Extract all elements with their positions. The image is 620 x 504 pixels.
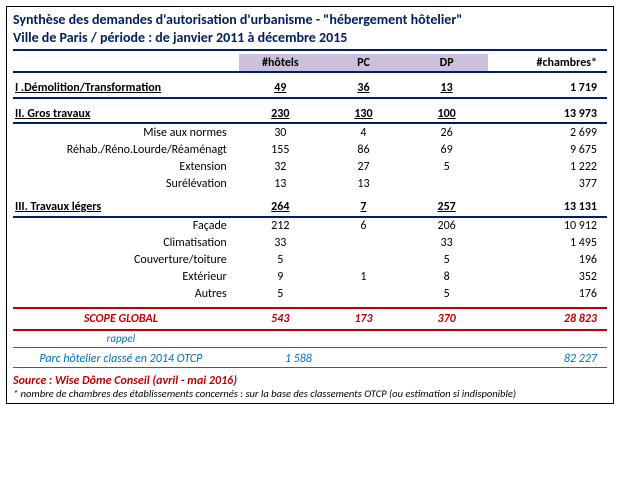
rappel-label: Parc hôtelier classé en 2014 OTCP: [13, 347, 239, 368]
rappel-heading-row: rappel: [13, 330, 607, 348]
section-3-row-chambres: 196: [488, 252, 607, 269]
section-2-row-dp: 26: [405, 123, 488, 141]
section-3-row-chambres: 10 912: [488, 217, 607, 235]
section-3-row-dp: 8: [405, 269, 488, 286]
section-1-dp: 13: [405, 72, 488, 98]
table-row: Surélévation1313377: [13, 175, 607, 192]
header-empty: [13, 54, 239, 72]
footnote: Source : Wise Dôme Conseil (avril - mai …: [13, 374, 607, 401]
section-3-row-chambres: 1 495: [488, 235, 607, 252]
table-row: Extérieur918352: [13, 269, 607, 286]
section-1-hotels: 49: [239, 72, 322, 98]
section-3-row-pc: [322, 235, 405, 252]
section-3-row-dp: 5: [405, 252, 488, 269]
section-3-row-chambres: 176: [488, 286, 607, 303]
section-2-pc: 130: [322, 98, 405, 124]
data-table: #hôtels PC DP #chambres* I .Démolition/T…: [13, 54, 607, 368]
section-3-row-label: Autres: [13, 286, 239, 303]
section-3-label: III. Travaux légers: [13, 192, 239, 217]
footnote-note: * nombre de chambres des établissements …: [13, 387, 516, 400]
rappel-row: Parc hôtelier classé en 2014 OTCP 1 588 …: [13, 347, 607, 368]
rappel-hotels: 1 588: [239, 347, 322, 368]
scope-global-row: SCOPE GLOBAL 543 173 370 28 823: [13, 308, 607, 330]
table-row: Couverture/toiture55196: [13, 252, 607, 269]
section-2-chambres: 13 973: [488, 98, 607, 124]
title-line-1: Synthèse des demandes d'autorisation d'u…: [13, 11, 462, 28]
footnote-source: Source : Wise Dôme Conseil (avril - mai …: [13, 374, 237, 388]
section-2-row-dp: 69: [405, 141, 488, 158]
page-title: Synthèse des demandes d'autorisation d'u…: [13, 11, 607, 51]
section-2: II. Gros travaux 230 130 100 13 973: [13, 98, 607, 124]
section-2-row-label: Surélévation: [13, 175, 239, 192]
section-1-pc: 36: [322, 72, 405, 98]
header-pc: PC: [322, 54, 405, 72]
section-2-label: II. Gros travaux: [13, 98, 239, 124]
section-2-row-chambres: 1 222: [488, 158, 607, 175]
section-2-row-hotels: 32: [239, 158, 322, 175]
table-row: Façade212620610 912: [13, 217, 607, 235]
section-3-row-dp: 5: [405, 286, 488, 303]
section-2-row-pc: 13: [322, 175, 405, 192]
header-hotels: #hôtels: [239, 54, 322, 72]
rappel-heading: rappel: [13, 330, 239, 348]
section-3-row-label: Climatisation: [13, 235, 239, 252]
section-2-row-hotels: 13: [239, 175, 322, 192]
section-3-row-hotels: 5: [239, 286, 322, 303]
section-2-row-pc: 4: [322, 123, 405, 141]
section-2-dp: 100: [405, 98, 488, 124]
section-2-row-label: Mise aux normes: [13, 123, 239, 141]
table-row: Climatisation33331 495: [13, 235, 607, 252]
section-2-row-label: Réhab./Réno.Lourde/Réaménagt: [13, 141, 239, 158]
rappel-chambres: 82 227: [488, 347, 607, 368]
scope-label: SCOPE GLOBAL: [13, 308, 239, 330]
section-3-row-hotels: 5: [239, 252, 322, 269]
table-row: Mise aux normes304262 699: [13, 123, 607, 141]
section-1-chambres: 1 719: [488, 72, 607, 98]
section-3-pc: 7: [322, 192, 405, 217]
section-3-row-dp: 33: [405, 235, 488, 252]
section-2-row-chambres: 377: [488, 175, 607, 192]
title-line-2: Ville de Paris / période : de janvier 20…: [13, 29, 347, 46]
section-3-row-hotels: 212: [239, 217, 322, 235]
scope-pc: 173: [322, 308, 405, 330]
section-3-row-dp: 206: [405, 217, 488, 235]
section-1-label: I .Démolition/Transformation: [13, 72, 239, 98]
section-3-row-pc: 6: [322, 217, 405, 235]
table-row: Extension322751 222: [13, 158, 607, 175]
section-3-row-label: Extérieur: [13, 269, 239, 286]
section-2-row-dp: [405, 175, 488, 192]
section-2-hotels: 230: [239, 98, 322, 124]
section-2-row-hotels: 155: [239, 141, 322, 158]
table-row: Réhab./Réno.Lourde/Réaménagt15586699 675: [13, 141, 607, 158]
scope-chambres: 28 823: [488, 308, 607, 330]
section-3-row-pc: [322, 252, 405, 269]
table-container: Synthèse des demandes d'autorisation d'u…: [6, 6, 614, 404]
section-3-row-hotels: 9: [239, 269, 322, 286]
section-3-hotels: 264: [239, 192, 322, 217]
section-2-row-chambres: 9 675: [488, 141, 607, 158]
section-3-row-pc: [322, 286, 405, 303]
section-3: III. Travaux légers 264 7 257 13 131: [13, 192, 607, 217]
section-2-row-label: Extension: [13, 158, 239, 175]
table-header: #hôtels PC DP #chambres*: [13, 54, 607, 72]
section-2-row-dp: 5: [405, 158, 488, 175]
section-2-row-pc: 27: [322, 158, 405, 175]
scope-hotels: 543: [239, 308, 322, 330]
section-3-row-chambres: 352: [488, 269, 607, 286]
section-3-row-label: Façade: [13, 217, 239, 235]
scope-dp: 370: [405, 308, 488, 330]
section-3-row-label: Couverture/toiture: [13, 252, 239, 269]
header-dp: DP: [405, 54, 488, 72]
section-2-row-pc: 86: [322, 141, 405, 158]
section-1: I .Démolition/Transformation 49 36 13 1 …: [13, 72, 607, 98]
header-chambres: #chambres*: [488, 54, 607, 72]
section-2-row-hotels: 30: [239, 123, 322, 141]
section-3-chambres: 13 131: [488, 192, 607, 217]
section-3-row-pc: 1: [322, 269, 405, 286]
section-3-dp: 257: [405, 192, 488, 217]
section-3-row-hotels: 33: [239, 235, 322, 252]
table-row: Autres55176: [13, 286, 607, 303]
section-2-row-chambres: 2 699: [488, 123, 607, 141]
